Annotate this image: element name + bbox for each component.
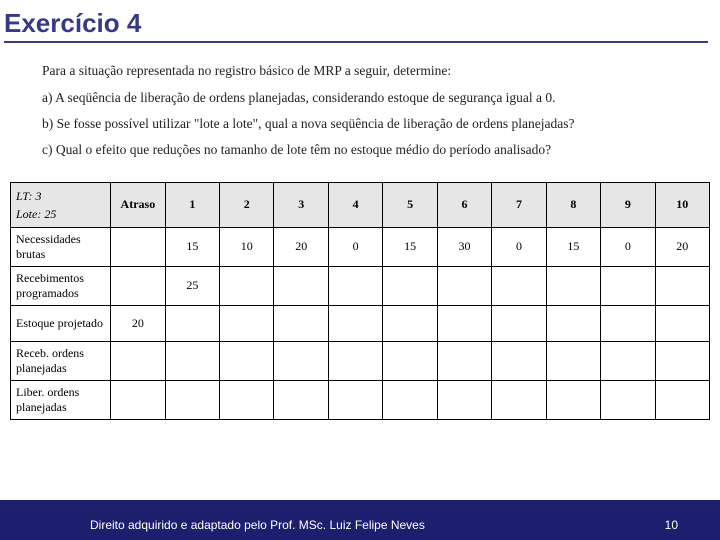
cell xyxy=(220,305,274,341)
cell: 20 xyxy=(655,227,709,266)
footer: Direito adquirido e adaptado pelo Prof. … xyxy=(0,518,720,532)
cell-atraso xyxy=(111,266,165,305)
cell xyxy=(383,305,437,341)
cell xyxy=(383,380,437,419)
cell xyxy=(655,341,709,380)
cell xyxy=(220,380,274,419)
slide-body: Exercício 4 Para a situação representada… xyxy=(0,0,720,500)
cell xyxy=(165,380,219,419)
cell xyxy=(492,380,546,419)
table-header-row: LT: 3 Lote: 25 Atraso 1 2 3 4 5 6 7 8 9 … xyxy=(11,182,710,227)
cell xyxy=(274,305,328,341)
cell xyxy=(437,305,491,341)
cell-atraso: 20 xyxy=(111,305,165,341)
table-body: Necessidades brutas15102001530015020Rece… xyxy=(11,227,710,419)
lote-label: Lote: 25 xyxy=(16,207,56,221)
cell: 15 xyxy=(165,227,219,266)
col-period-3: 3 xyxy=(274,182,328,227)
cell: 15 xyxy=(383,227,437,266)
cell xyxy=(492,266,546,305)
page-number: 10 xyxy=(665,518,678,532)
cell-atraso xyxy=(111,341,165,380)
cell xyxy=(383,266,437,305)
cell xyxy=(546,380,600,419)
table-row: Recebimentos programados 25 xyxy=(11,266,710,305)
cell xyxy=(328,341,382,380)
cell: 25 xyxy=(165,266,219,305)
title-underline xyxy=(4,41,708,43)
cell xyxy=(328,305,382,341)
cell xyxy=(601,305,655,341)
header-params: LT: 3 Lote: 25 xyxy=(11,182,111,227)
question-a: a) A seqüência de liberação de ordens pl… xyxy=(42,88,690,109)
col-period-10: 10 xyxy=(655,182,709,227)
cell xyxy=(546,305,600,341)
cell xyxy=(655,305,709,341)
table-row: Liber. ordens planejadas xyxy=(11,380,710,419)
cell xyxy=(437,380,491,419)
col-atraso: Atraso xyxy=(111,182,165,227)
row-label: Necessidades brutas xyxy=(11,227,111,266)
title-bar: Exercício 4 xyxy=(0,0,720,47)
cell xyxy=(383,341,437,380)
col-period-8: 8 xyxy=(546,182,600,227)
col-period-7: 7 xyxy=(492,182,546,227)
cell: 0 xyxy=(328,227,382,266)
footer-credit: Direito adquirido e adaptado pelo Prof. … xyxy=(90,518,425,532)
col-period-5: 5 xyxy=(383,182,437,227)
cell xyxy=(546,341,600,380)
cell-atraso xyxy=(111,380,165,419)
cell xyxy=(220,341,274,380)
row-label: Recebimentos programados xyxy=(11,266,111,305)
mrp-table: LT: 3 Lote: 25 Atraso 1 2 3 4 5 6 7 8 9 … xyxy=(10,182,710,420)
col-period-1: 1 xyxy=(165,182,219,227)
cell xyxy=(274,266,328,305)
col-period-9: 9 xyxy=(601,182,655,227)
col-period-4: 4 xyxy=(328,182,382,227)
question-c: c) Qual o efeito que reduções no tamanho… xyxy=(42,140,690,161)
lt-label: LT: 3 xyxy=(16,189,41,203)
cell xyxy=(274,380,328,419)
cell: 0 xyxy=(492,227,546,266)
cell xyxy=(437,341,491,380)
cell: 10 xyxy=(220,227,274,266)
col-period-6: 6 xyxy=(437,182,491,227)
cell: 0 xyxy=(601,227,655,266)
cell xyxy=(274,341,328,380)
cell xyxy=(165,341,219,380)
cell xyxy=(655,380,709,419)
table-row: Receb. ordens planejadas xyxy=(11,341,710,380)
row-label: Estoque projetado xyxy=(11,305,111,341)
cell xyxy=(437,266,491,305)
cell-atraso xyxy=(111,227,165,266)
cell xyxy=(165,305,219,341)
cell: 30 xyxy=(437,227,491,266)
row-label: Liber. ordens planejadas xyxy=(11,380,111,419)
cell xyxy=(328,380,382,419)
cell xyxy=(328,266,382,305)
cell xyxy=(546,266,600,305)
cell xyxy=(601,380,655,419)
question-area: Para a situação representada no registro… xyxy=(0,47,720,176)
cell: 15 xyxy=(546,227,600,266)
cell xyxy=(220,266,274,305)
table-row: Necessidades brutas15102001530015020 xyxy=(11,227,710,266)
cell xyxy=(492,341,546,380)
table-row: Estoque projetado20 xyxy=(11,305,710,341)
cell xyxy=(655,266,709,305)
question-intro: Para a situação representada no registro… xyxy=(42,61,690,82)
cell xyxy=(492,305,546,341)
question-b: b) Se fosse possível utilizar "lote a lo… xyxy=(42,114,690,135)
cell xyxy=(601,266,655,305)
slide-title: Exercício 4 xyxy=(4,8,708,39)
col-period-2: 2 xyxy=(220,182,274,227)
cell: 20 xyxy=(274,227,328,266)
cell xyxy=(601,341,655,380)
row-label: Receb. ordens planejadas xyxy=(11,341,111,380)
